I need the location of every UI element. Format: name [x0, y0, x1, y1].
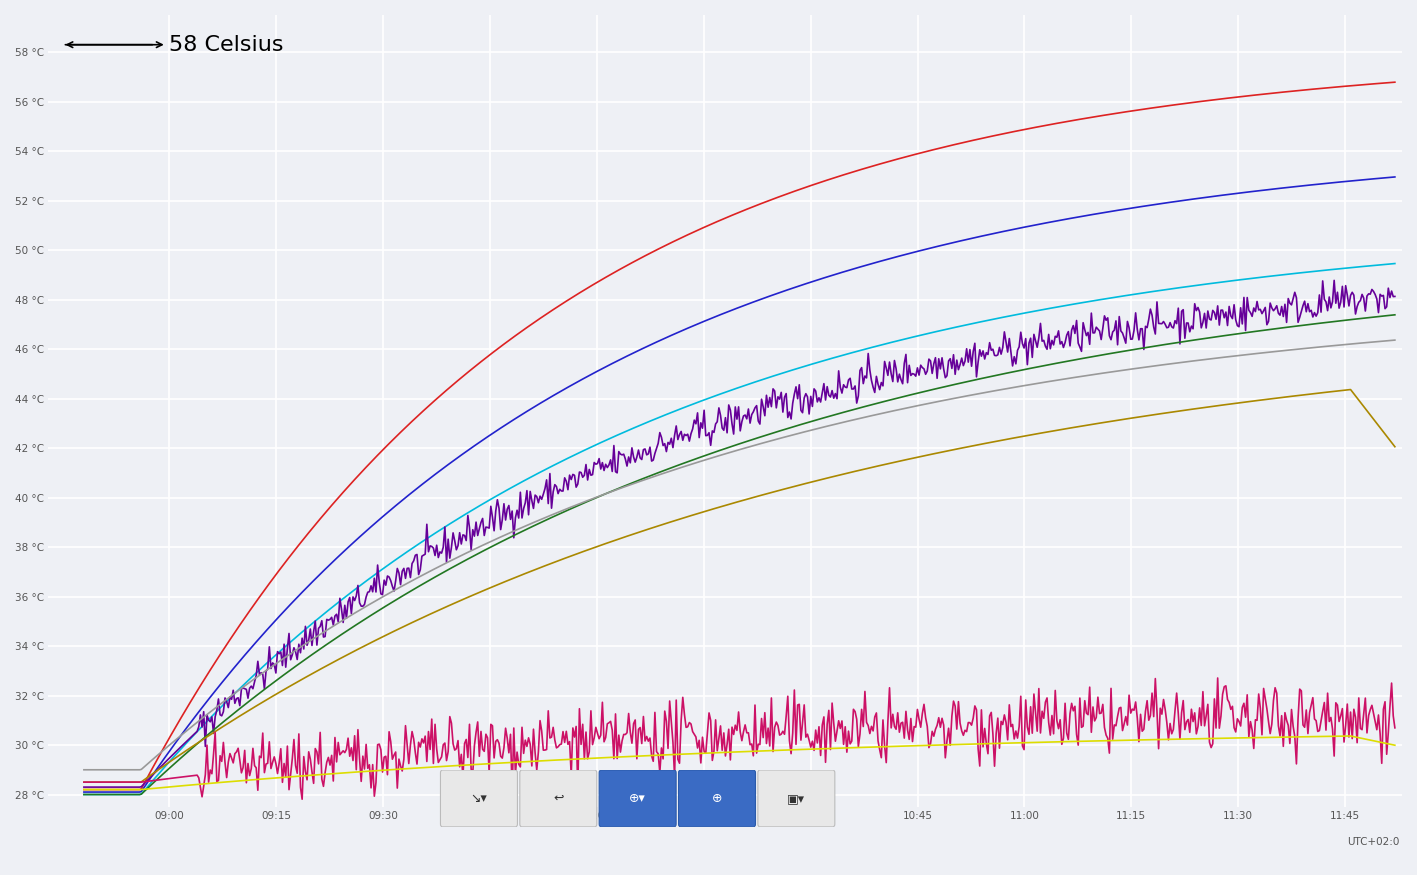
FancyBboxPatch shape	[441, 770, 517, 827]
Text: ⊕: ⊕	[711, 792, 723, 805]
FancyBboxPatch shape	[679, 770, 755, 827]
Text: ↩: ↩	[553, 792, 564, 805]
Text: ⊕▾: ⊕▾	[629, 792, 646, 805]
FancyBboxPatch shape	[599, 770, 676, 827]
Text: 58 Celsius: 58 Celsius	[65, 35, 283, 55]
Text: ▣▾: ▣▾	[788, 792, 805, 805]
FancyBboxPatch shape	[758, 770, 835, 827]
Text: UTC+02:0: UTC+02:0	[1348, 837, 1400, 847]
Text: ↘▾: ↘▾	[470, 792, 487, 805]
FancyBboxPatch shape	[520, 770, 597, 827]
